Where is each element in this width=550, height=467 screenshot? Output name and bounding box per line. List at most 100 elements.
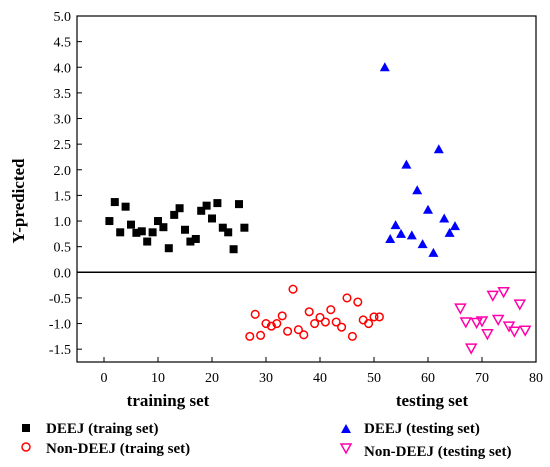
y-tick-label: 3.0 [54,113,72,128]
data-point-circle [310,319,320,329]
data-point-square [213,199,222,208]
data-point-circle [364,319,374,329]
data-point-square [229,245,238,254]
data-point-square [224,228,233,237]
data-point-triangle-up [444,227,455,237]
data-point-square [186,237,195,246]
x-tick-label: 70 [475,371,489,386]
data-point-triangle-down [470,317,483,330]
y-tick-label: -0.5 [49,292,71,307]
data-point-square [116,228,125,237]
data-point-triangle-up [412,185,423,195]
data-point-circle [353,297,363,307]
legend-label-nondeej-testing: Non-DEEJ (testing set) [364,444,512,460]
data-point-square [110,198,119,207]
data-points [105,62,532,355]
data-point-square [208,214,216,223]
data-point-triangle-down [464,343,478,355]
data-point-triangle-down [481,329,494,341]
data-point-triangle-down [497,287,510,299]
y-tick-label: 2.5 [54,138,72,153]
legend-item-nondeej-training: Non-DEEJ (traing set) [21,441,190,457]
data-point-triangle-up [428,247,439,257]
y-tick-label: 1.0 [54,215,72,230]
data-point-circle [250,309,260,319]
data-point-circle [342,293,352,303]
data-point-circle [347,331,357,341]
data-point-square [235,200,243,209]
series-0 [105,198,249,254]
data-point-triangle-up [433,144,444,154]
legend-label-deej-testing: DEEJ (testing set) [364,421,480,437]
data-point-square [105,217,114,226]
x-axis-title-training: training set [127,391,210,410]
y-tick-label: 4.5 [54,36,72,51]
data-point-square [154,217,162,226]
y-tick-label: -1.0 [49,318,71,333]
data-point-square [148,228,157,237]
data-point-square [143,237,152,246]
data-point-circle [261,319,271,329]
x-tick-label: 0 [101,371,108,386]
data-point-square [202,201,211,210]
data-point-triangle-down [454,303,467,315]
data-point-circle [293,325,303,335]
data-point-triangle-down [491,314,505,326]
legend: DEEJ (traing set) Non-DEEJ (traing set) … [21,421,512,460]
data-point-triangle-up [439,213,450,223]
data-point-circle [288,284,298,294]
legend-item-deej-training: DEEJ (traing set) [22,421,159,437]
data-point-square [137,227,146,236]
y-tick-label: 0.0 [54,266,72,281]
data-point-circle [369,312,379,322]
data-point-square [191,234,200,243]
data-point-circle [245,331,255,341]
data-point-square [170,210,179,219]
y-tick-label: 5.0 [54,10,72,25]
series-2 [379,62,460,257]
data-point-triangle-down [513,299,527,311]
plot-border [76,15,537,363]
data-point-square [121,202,130,211]
x-tick-label: 50 [367,371,381,386]
data-point-triangle-up [423,204,433,214]
series-1 [245,284,384,341]
legend-label-nondeej-training: Non-DEEJ (traing set) [46,441,190,457]
data-point-square [127,220,135,229]
data-point-circle [256,330,266,340]
data-point-circle [326,305,336,315]
data-point-circle [337,322,347,332]
data-point-circle [374,312,384,322]
data-point-circle [315,312,325,322]
data-point-circle [266,321,276,331]
data-point-square [175,204,184,213]
series-3 [454,287,532,355]
x-tick-label: 40 [313,371,327,386]
data-point-triangle-up [385,233,396,243]
data-point-circle [304,307,314,317]
data-point-square [218,223,227,232]
data-point-triangle-down [475,316,489,328]
y-tick-label: 1.5 [54,189,72,204]
legend-item-nondeej-testing: Non-DEEJ (testing set) [339,443,512,460]
data-point-square [164,244,173,253]
x-tick-label: 10 [151,371,165,386]
legend-marker-triangle-up [341,424,351,433]
x-tick-label: 20 [205,371,219,386]
data-point-circle [277,311,287,321]
data-point-square [240,223,249,232]
data-point-circle [320,317,330,327]
data-point-circle [283,326,293,336]
data-point-triangle-up [396,228,406,238]
data-point-square [132,228,141,237]
legend-marker-triangle-down [339,443,353,455]
legend-marker-circle-open [21,442,31,452]
legend-item-deej-testing: DEEJ (testing set) [341,421,480,437]
data-point-square [197,206,206,215]
legend-marker-square-filled [22,424,30,432]
y-tick-label: -1.5 [49,343,71,358]
y-axis-title-group: Y-predicted [9,158,28,244]
data-point-square [159,223,168,232]
x-tick-label: 60 [421,371,435,386]
